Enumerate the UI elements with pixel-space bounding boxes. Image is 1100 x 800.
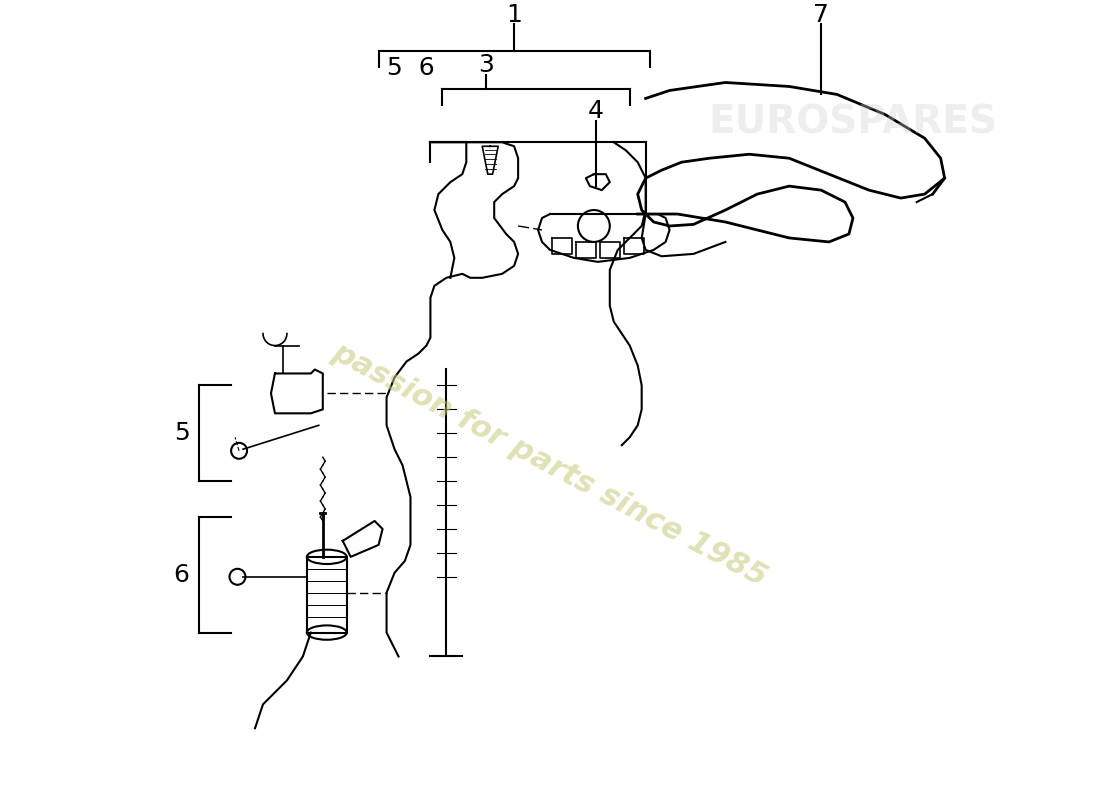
Text: 1: 1 [506, 2, 522, 26]
Text: 5  6: 5 6 [386, 56, 434, 80]
Text: passion for parts since 1985: passion for parts since 1985 [328, 338, 772, 593]
Text: 6: 6 [174, 563, 189, 587]
Text: 5: 5 [174, 422, 189, 446]
Text: EUROSPARES: EUROSPARES [708, 103, 998, 142]
Text: 4: 4 [588, 99, 604, 123]
Text: 7: 7 [813, 2, 829, 26]
Text: 3: 3 [478, 53, 494, 77]
